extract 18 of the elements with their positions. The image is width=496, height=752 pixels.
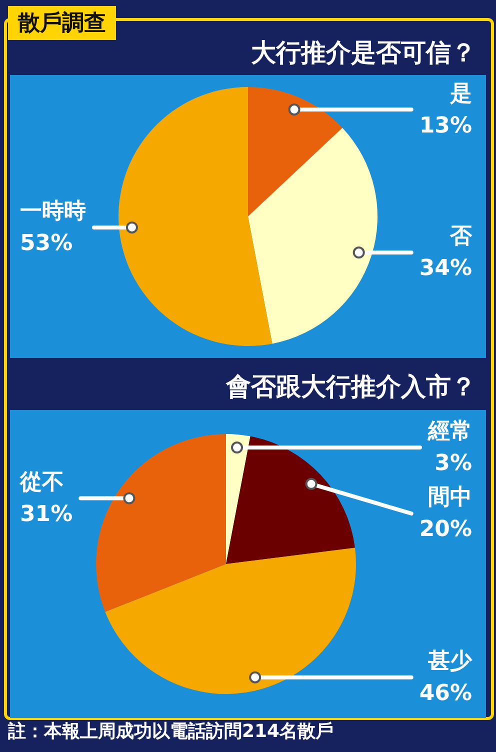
data-label: 3% [434, 451, 472, 476]
slice-label: 從不 [19, 470, 64, 495]
data-label: 13% [419, 113, 472, 138]
chart-title: 大行推介是否可信？ [251, 37, 476, 69]
text: 註：本報上周成功以電話訪問214名散戶 [8, 720, 334, 743]
data-label: 20% [419, 517, 472, 542]
slice-label: 否 [449, 224, 473, 250]
data-label: 53% [20, 231, 73, 256]
slice-label: 一時時 [20, 199, 86, 224]
slice-label: 間中 [428, 485, 472, 510]
slice-label: 是 [449, 81, 472, 106]
slice-label: 經常 [427, 419, 472, 444]
data-label: 31% [20, 502, 73, 527]
data-label: 46% [419, 681, 472, 706]
text: 散戶調查 [8, 6, 116, 40]
chart-title: 會否跟大行推介入市？ [226, 371, 476, 403]
slice-label: 甚少 [427, 649, 473, 674]
data-label: 34% [419, 256, 472, 282]
